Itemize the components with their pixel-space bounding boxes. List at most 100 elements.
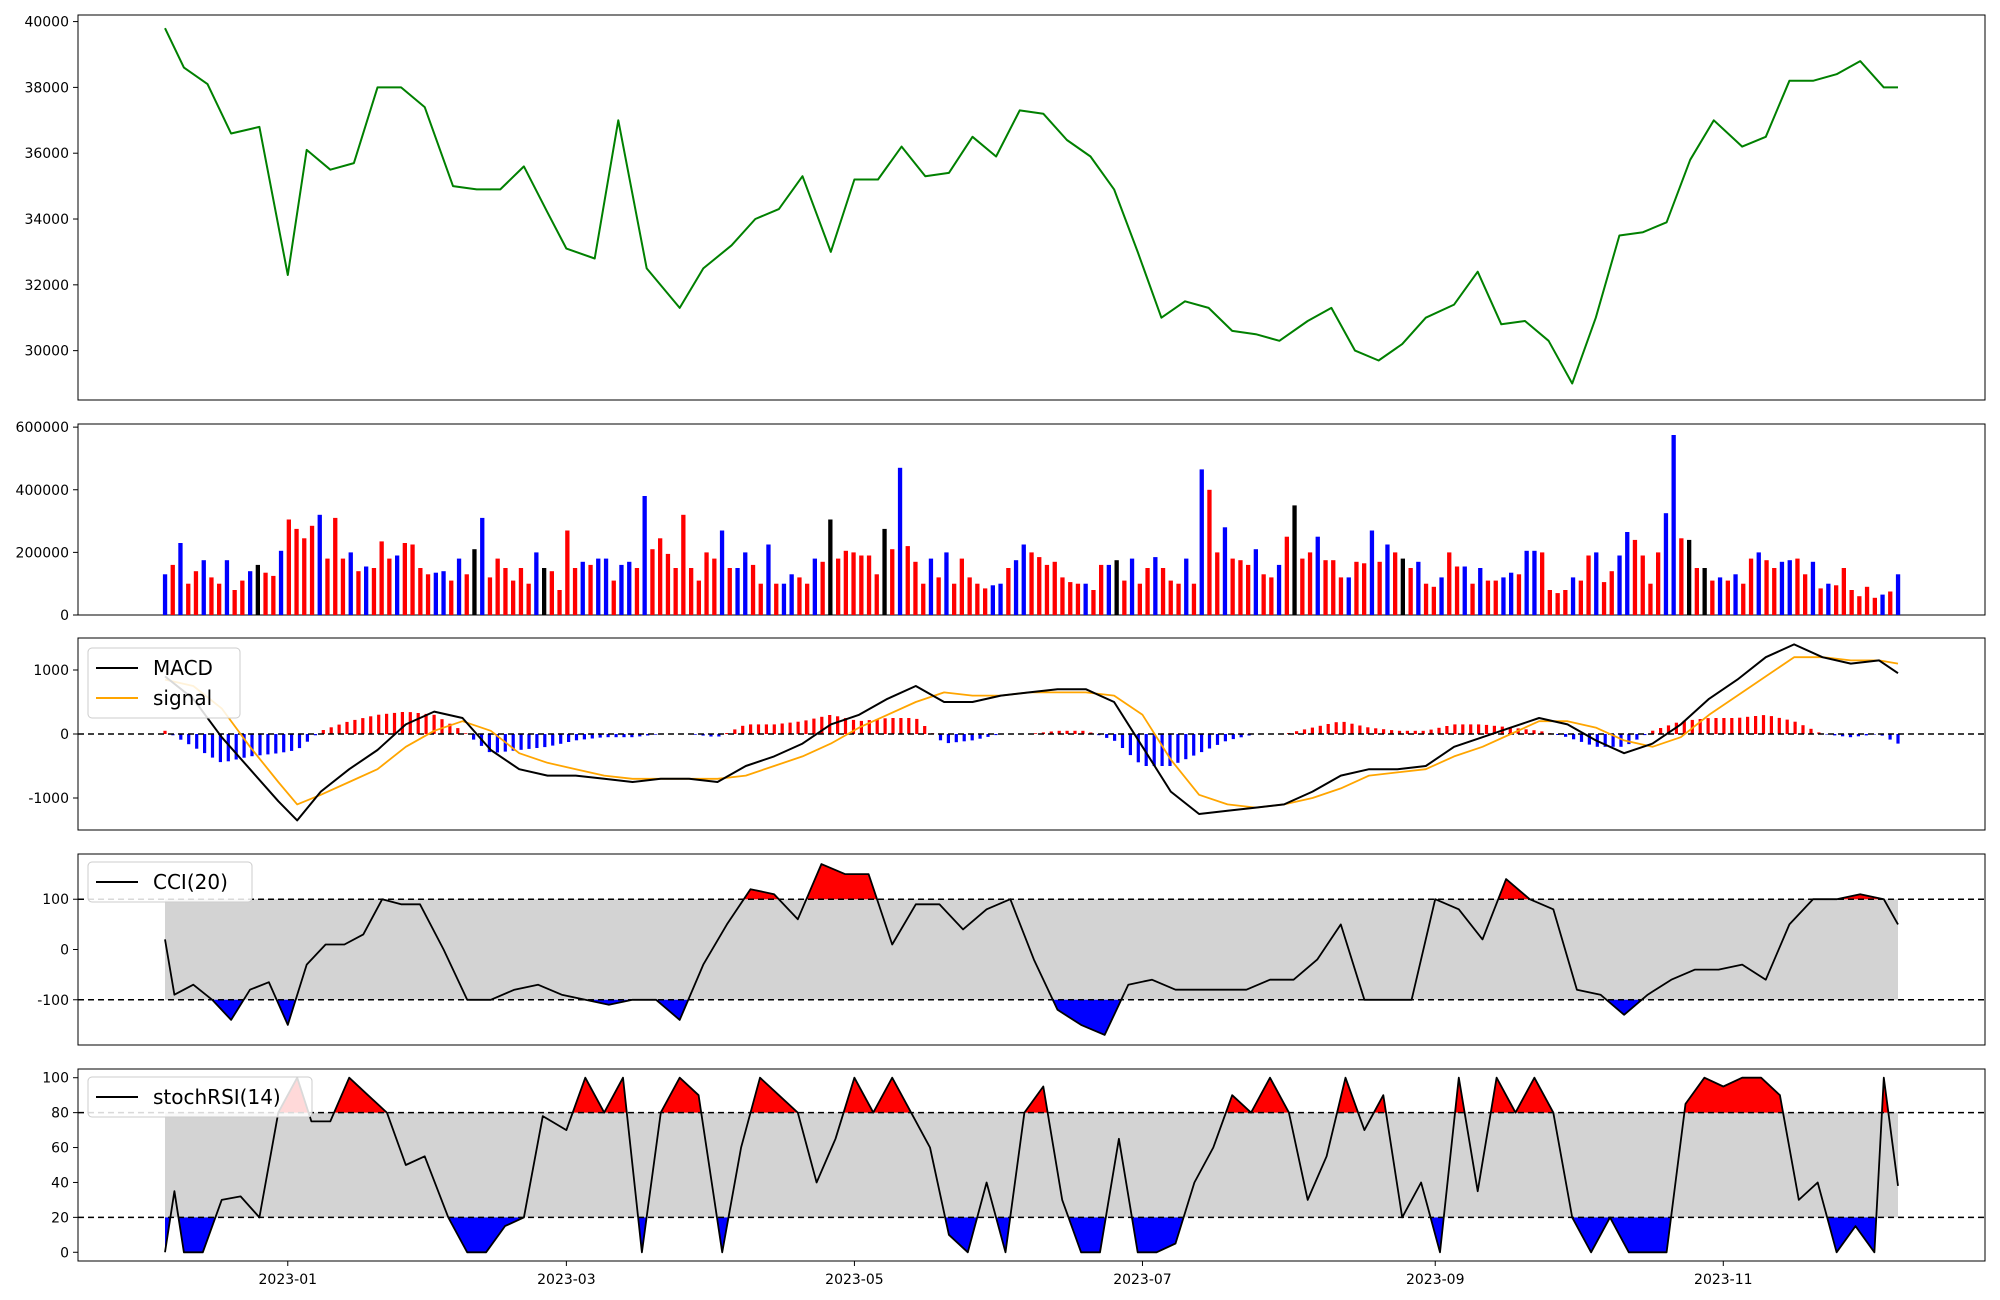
macd-histogram-bar	[1659, 728, 1663, 734]
volume-bar	[836, 558, 841, 615]
volume-bar	[1710, 580, 1715, 615]
macd-histogram-bar	[1152, 734, 1156, 766]
volume-bar	[658, 538, 663, 615]
volume-bar	[1803, 574, 1808, 615]
volume-bar	[456, 558, 462, 615]
macd-histogram-bar	[1572, 734, 1576, 740]
macd-histogram-bar	[1302, 729, 1307, 734]
volume-bar	[1540, 552, 1545, 615]
volume-bar	[1516, 574, 1522, 615]
volume-bar	[395, 555, 400, 615]
volume-bar	[1880, 594, 1885, 615]
macd-histogram-bar	[1524, 729, 1528, 734]
macd-histogram-bar	[305, 734, 309, 742]
macd-histogram-bar	[1342, 721, 1346, 734]
volume-bar	[1137, 583, 1142, 615]
volume-bar	[727, 568, 732, 615]
volume-bar	[1826, 583, 1831, 615]
panel-3-ytick-label: -100	[37, 993, 69, 1009]
volume-bar	[1872, 597, 1877, 615]
macd-histogram-bar	[1421, 730, 1425, 734]
macd-histogram-bar	[836, 716, 840, 734]
volume-bar	[627, 561, 632, 615]
macd-histogram-bar	[946, 734, 950, 744]
stochrsi-overbought-fill	[334, 1077, 387, 1113]
volume-bar	[1083, 583, 1088, 615]
volume-bar	[1423, 583, 1429, 615]
volume-bar	[859, 555, 864, 615]
panel-1-ytick-label: 200000	[16, 545, 69, 561]
macd-histogram-bar	[1492, 725, 1496, 734]
macd-histogram-bar	[242, 734, 246, 758]
volume-bar	[758, 583, 763, 615]
macd-histogram-bar	[416, 713, 420, 734]
volume-bar	[882, 528, 887, 615]
cci-oversold-fill	[585, 999, 633, 1005]
xtick-label: 2023-05	[825, 1272, 884, 1288]
macd-histogram-bar	[614, 734, 618, 738]
xtick-label: 2023-03	[537, 1272, 596, 1288]
volume-bar	[797, 577, 802, 615]
volume-bar	[1199, 469, 1204, 615]
cci-oversold-fill	[1052, 999, 1122, 1035]
volume-bar	[511, 580, 516, 615]
stochrsi-oversold-fill	[1827, 1217, 1877, 1253]
volume-bar	[1253, 549, 1258, 615]
volume-bar	[681, 514, 686, 615]
volume-bar	[526, 583, 531, 615]
macd-histogram-bar	[646, 734, 650, 736]
volume-bar	[959, 558, 964, 615]
volume-bar	[487, 577, 493, 615]
volume-bar	[1741, 583, 1746, 615]
volume-bar	[1075, 583, 1081, 615]
macd-histogram-bar	[290, 734, 294, 751]
stochrsi-oversold-fill	[1610, 1217, 1672, 1253]
volume-bar	[263, 572, 268, 615]
macd-histogram-bar	[1366, 727, 1370, 734]
macd-histogram-bar	[432, 714, 436, 734]
macd-histogram-bar	[843, 718, 848, 734]
volume-bar	[371, 568, 377, 615]
volume-bar	[611, 580, 616, 615]
volume-bar	[294, 528, 299, 615]
volume-bar	[1338, 577, 1344, 615]
volume-bar	[1462, 566, 1467, 615]
macd-histogram-bar	[962, 734, 966, 742]
volume-bar	[1006, 568, 1011, 615]
macd-histogram-bar	[1041, 732, 1045, 734]
panel-4-ytick-label: 60	[51, 1141, 69, 1157]
volume-bar	[1284, 536, 1289, 615]
volume-bar	[913, 561, 918, 615]
volume-bar	[1470, 583, 1475, 615]
macd-histogram-bar	[527, 734, 531, 749]
macd-histogram-bar	[1049, 731, 1053, 734]
panel-1-ytick-label: 400000	[16, 483, 69, 499]
macd-histogram-bar	[749, 724, 753, 734]
volume-bar	[441, 571, 446, 615]
volume-bar	[603, 558, 609, 615]
macd-histogram-bar	[495, 734, 499, 753]
xtick-label: 2023-09	[1406, 1272, 1465, 1288]
macd-histogram-bar	[1714, 718, 1718, 734]
panel-4-ytick-label: 80	[51, 1106, 69, 1122]
legend-label-stochrsi-14-: stochRSI(14)	[153, 1085, 281, 1109]
macd-histogram-bar	[1057, 730, 1061, 734]
volume-bar	[1725, 580, 1730, 615]
macd-histogram-bar	[1429, 729, 1433, 734]
stochrsi-oversold-fill	[996, 1217, 1011, 1253]
volume-bar	[905, 546, 910, 615]
macd-histogram-bar	[851, 719, 856, 734]
cci-overbought-fill	[743, 889, 779, 900]
volume-bar	[1191, 583, 1197, 615]
macd-histogram-bar	[1825, 734, 1829, 735]
volume-bar	[170, 564, 175, 615]
volume-bar	[1215, 552, 1220, 615]
volume-bar	[774, 583, 779, 615]
volume-bar	[1656, 552, 1661, 615]
stochrsi-oversold-fill	[1572, 1217, 1610, 1253]
macd-histogram-bar	[1754, 716, 1758, 734]
panel-1-ytick-label: 600000	[16, 420, 69, 436]
volume-bar	[665, 553, 671, 615]
macd-histogram-bar	[559, 734, 563, 744]
macd-histogram-bar	[1200, 734, 1204, 753]
